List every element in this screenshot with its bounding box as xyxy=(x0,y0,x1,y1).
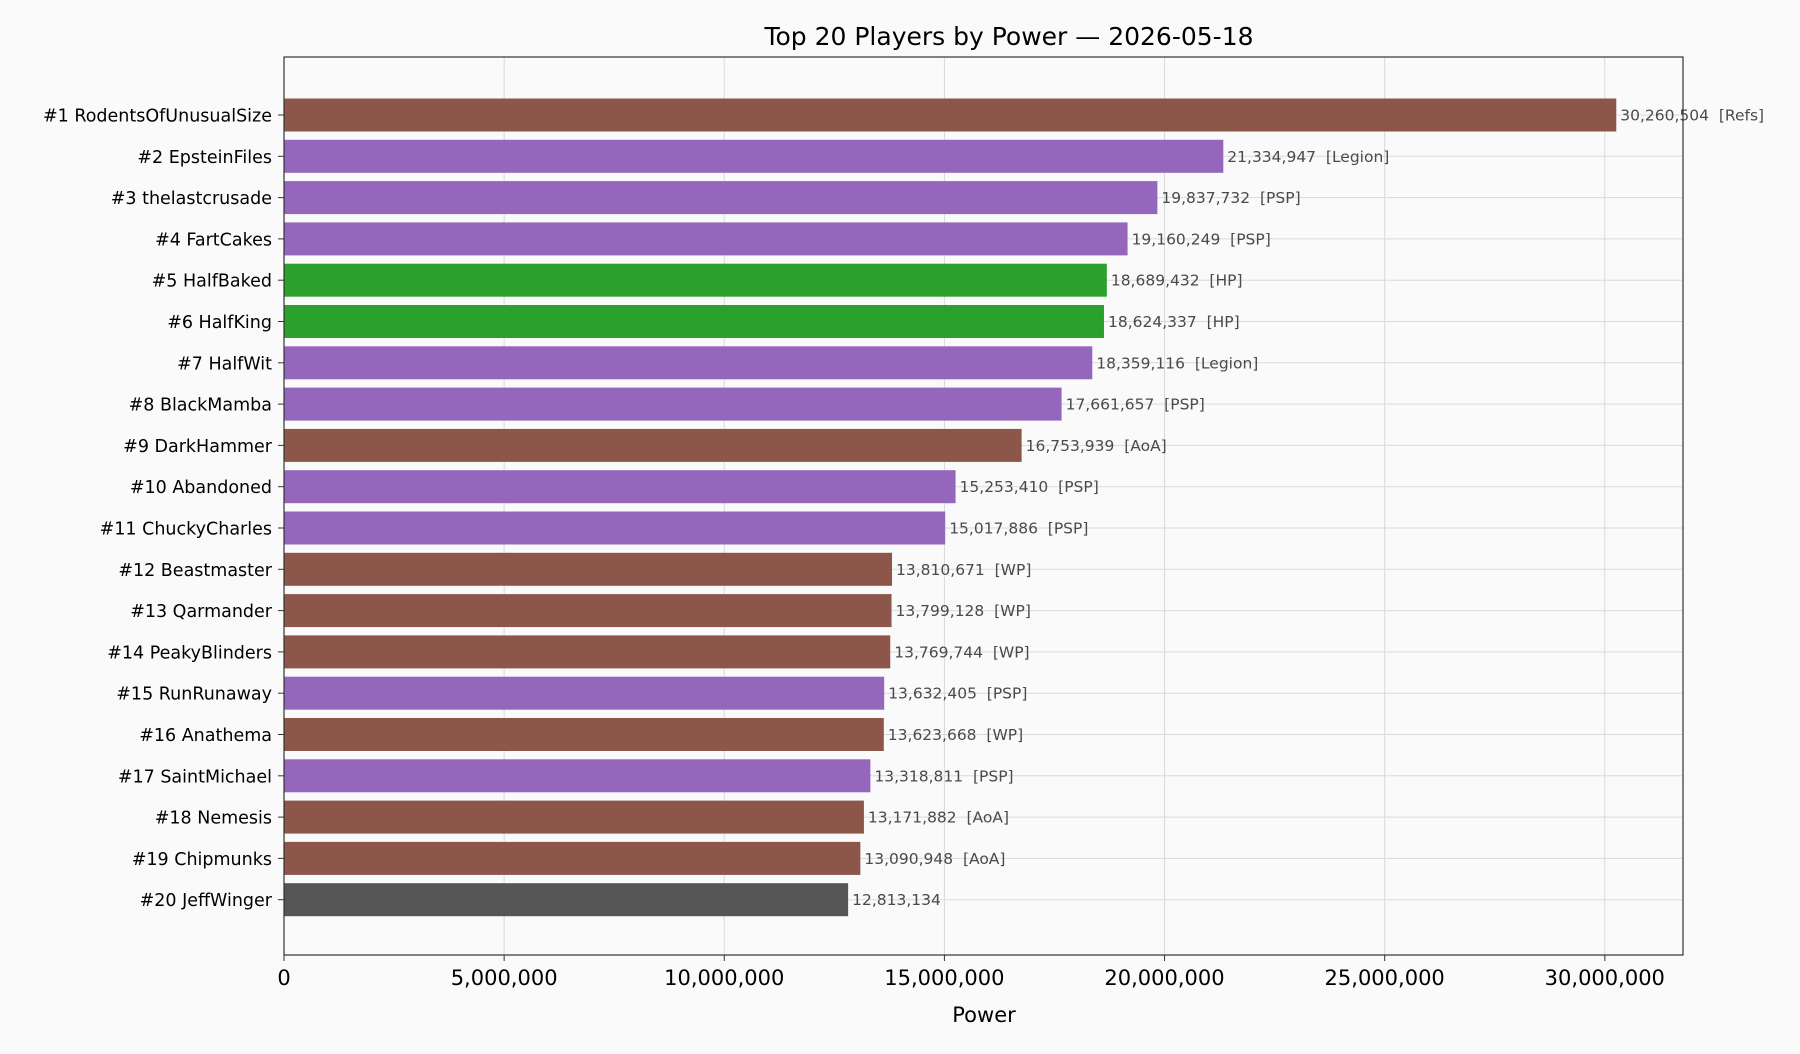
x-tick-labels: 0 5,000,000 10,000,000 15,000,000 20,000,000… xyxy=(277,955,1665,990)
y-tick-label: #4 FartCakes xyxy=(155,230,272,250)
bar xyxy=(284,511,946,545)
bar xyxy=(284,841,861,875)
y-tick-label: #2 EpsteinFiles xyxy=(137,148,272,168)
y-tick-label: #16 Anathema xyxy=(139,726,272,746)
y-tick-label: #12 Beastmaster xyxy=(118,561,272,581)
y-tick-label: #14 PeakyBlinders xyxy=(107,643,272,663)
bar xyxy=(284,594,892,628)
chart-title: Top 20 Players by Power — 2026-05-18 xyxy=(763,22,1253,51)
y-tick-label: #13 Qarmander xyxy=(130,602,273,622)
y-tick-label: #6 HalfKing xyxy=(167,313,272,333)
bar-value-label: 13,623,668 [WP] xyxy=(888,726,1023,744)
y-tick-label: #5 HalfBaked xyxy=(152,272,272,292)
bar-value-label: 13,810,671 [WP] xyxy=(896,561,1031,579)
y-tick-label: #17 SaintMichael xyxy=(118,767,272,787)
x-tick-label: 10,000,000 xyxy=(664,966,784,990)
y-tick-label: #18 Nemesis xyxy=(155,809,272,829)
bar xyxy=(284,635,891,669)
bar-value-label: 18,359,116 [Legion] xyxy=(1096,354,1258,372)
bar xyxy=(284,387,1062,421)
y-tick-label: #7 HalfWit xyxy=(177,354,272,374)
bar-value-label: 15,253,410 [PSP] xyxy=(960,478,1099,496)
value-labels: 30,260,504 [Refs] 21,334,947 [Legion] 19,8… xyxy=(852,107,1764,910)
bar-value-label: 30,260,504 [Refs] xyxy=(1620,107,1764,125)
bar xyxy=(284,98,1617,132)
y-tick-labels: #1 RodentsOfUnusualSize #2 EpsteinFiles #3… xyxy=(43,107,284,911)
bar-value-label: 12,813,134 xyxy=(852,891,941,909)
bar xyxy=(284,263,1107,297)
bar-value-label: 18,689,432 [HP] xyxy=(1111,272,1243,290)
y-tick-label: #8 BlackMamba xyxy=(129,396,272,416)
bar-value-label: 18,624,337 [HP] xyxy=(1108,313,1240,331)
bar xyxy=(284,181,1158,215)
bar-value-label: 13,090,948 [AoA] xyxy=(864,850,1005,868)
bar xyxy=(284,718,884,751)
bar xyxy=(284,470,956,504)
bar xyxy=(284,552,893,586)
bar-value-label: 19,160,249 [PSP] xyxy=(1132,230,1271,248)
y-tick-label: #11 ChuckyCharles xyxy=(100,520,272,540)
x-axis-label: Power xyxy=(952,1003,1016,1027)
bar xyxy=(284,428,1022,462)
x-tick-label: 25,000,000 xyxy=(1325,966,1445,990)
bar xyxy=(284,759,871,793)
y-tick-label: #10 Abandoned xyxy=(130,478,272,498)
bar-value-label: 17,661,657 [PSP] xyxy=(1066,396,1205,414)
plot-frame xyxy=(283,56,1684,956)
bar-value-label: 13,799,128 [WP] xyxy=(896,602,1031,620)
x-tick-label: 5,000,000 xyxy=(451,966,558,990)
bar-value-label: 21,334,947 [Legion] xyxy=(1227,148,1389,166)
x-tick-label: 20,000,000 xyxy=(1104,966,1224,990)
y-tick-label: #3 thelastcrusade xyxy=(111,189,272,209)
bar xyxy=(284,222,1128,256)
y-tick-label: #9 DarkHammer xyxy=(123,437,273,457)
bar-value-label: 13,171,882 [AoA] xyxy=(868,809,1009,827)
bar-value-label: 15,017,886 [PSP] xyxy=(949,520,1088,538)
bar-value-label: 19,837,732 [PSP] xyxy=(1161,189,1300,207)
x-tick-label: 30,000,000 xyxy=(1545,966,1665,990)
bar xyxy=(284,800,864,834)
y-tick-label: #19 Chipmunks xyxy=(132,850,272,870)
bar xyxy=(284,883,849,917)
bar xyxy=(284,346,1093,380)
y-tick-label: #20 JeffWinger xyxy=(140,891,273,911)
bar xyxy=(284,305,1104,338)
x-tick-label: 0 xyxy=(277,966,290,990)
bar-value-label: 13,318,811 [PSP] xyxy=(874,767,1013,785)
y-tick-label: #1 RodentsOfUnusualSize xyxy=(43,107,272,127)
x-tick-label: 15,000,000 xyxy=(884,966,1004,990)
bar-value-label: 13,632,405 [PSP] xyxy=(888,685,1027,703)
bar-value-label: 13,769,744 [WP] xyxy=(894,643,1029,661)
bars xyxy=(284,98,1617,917)
bar xyxy=(284,676,885,710)
bar-value-label: 16,753,939 [AoA] xyxy=(1026,437,1167,455)
bar xyxy=(284,139,1224,173)
y-tick-label: #15 RunRunaway xyxy=(116,685,272,705)
